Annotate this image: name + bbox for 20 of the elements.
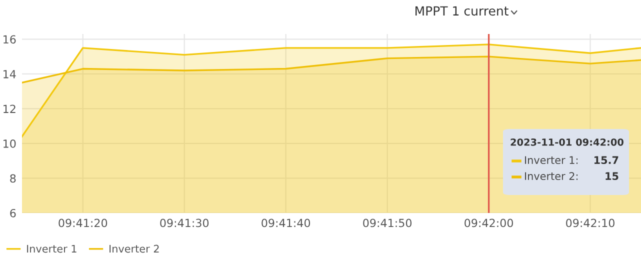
- x-tick-label: 09:41:40: [262, 218, 310, 228]
- legend-label: Inverter 2: [110, 244, 159, 253]
- chart-title: MPPT 1 current: [416, 6, 508, 16]
- x-tick-label: 09:41:30: [160, 218, 209, 228]
- annotation: 15.7: [594, 156, 618, 164]
- annotation: 2023-11-01 09:42:00: [510, 138, 624, 146]
- x-tick-label: 09:41:20: [58, 218, 108, 228]
- y-tick-label: 10: [4, 139, 16, 148]
- annotation: Inverter 1:: [525, 156, 578, 164]
- annotation: Inverter 2:: [525, 172, 578, 180]
- y-tick-label: 8: [10, 174, 16, 183]
- annotation: 15: [606, 172, 618, 180]
- x-tick-label: 09:42:00: [464, 218, 513, 228]
- y-tick-label: 12: [4, 104, 16, 113]
- y-tick-label: 16: [4, 35, 16, 44]
- x-tick-label: 09:42:10: [566, 218, 614, 228]
- y-tick-label: 6: [10, 208, 16, 218]
- legend-label: Inverter 1: [27, 244, 76, 253]
- y-tick-label: 14: [4, 70, 16, 78]
- x-tick-label: 09:41:50: [363, 218, 412, 228]
